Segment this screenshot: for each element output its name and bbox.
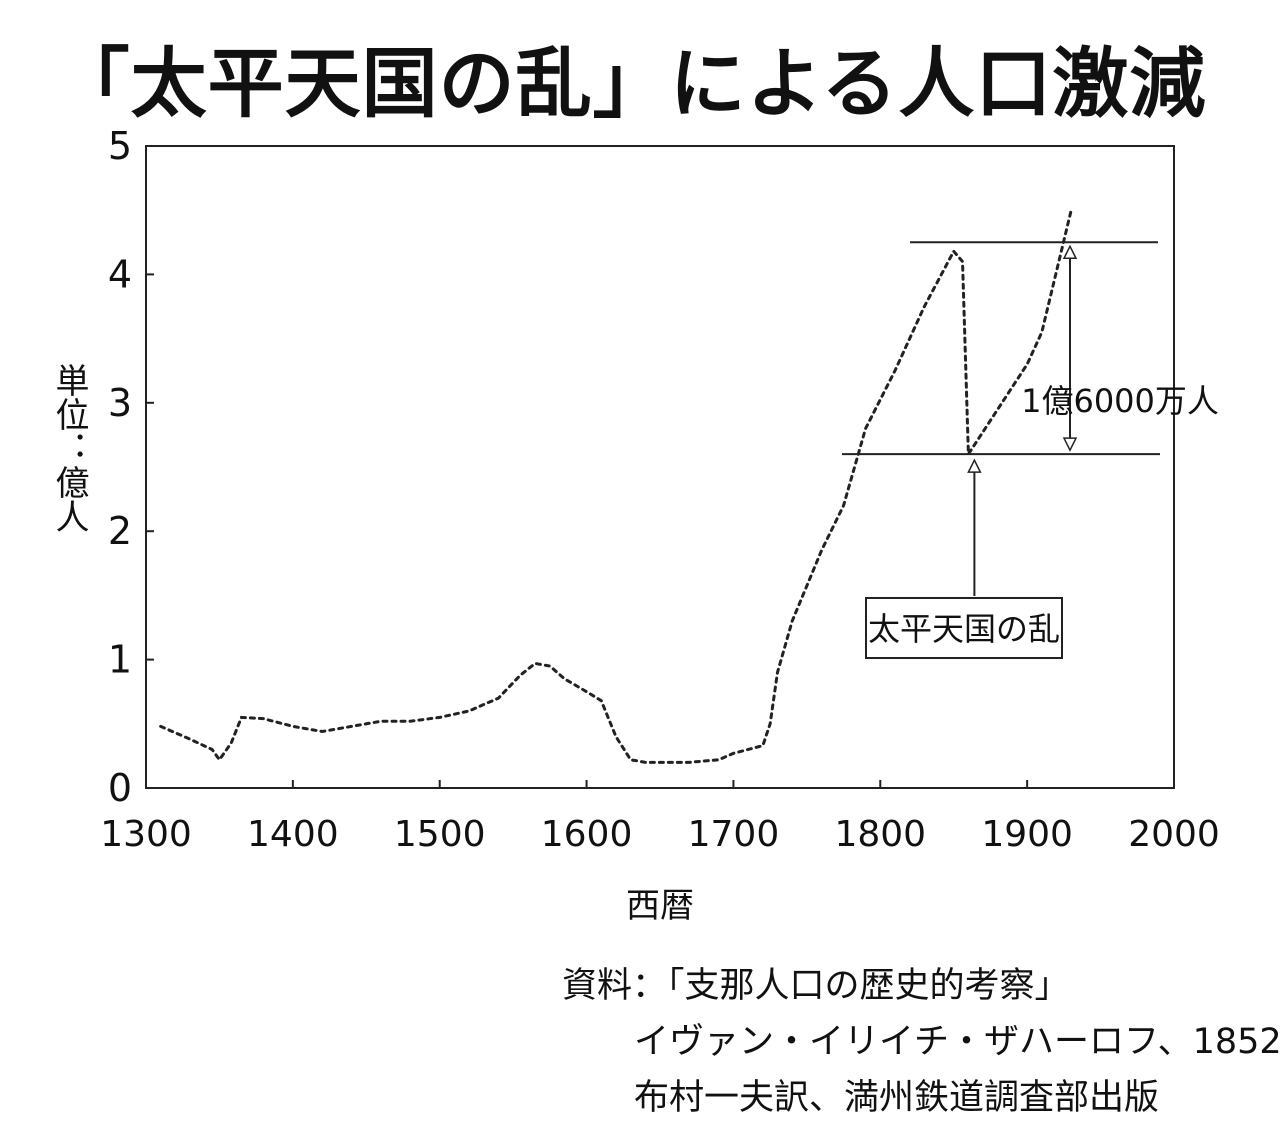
event-arrow-head bbox=[967, 458, 982, 473]
source-line-3: 布村一夫訳、満州鉄道調査部出版 bbox=[634, 1078, 1160, 1118]
x-tick-label: 1300 bbox=[100, 814, 192, 855]
y-tick-label: 5 bbox=[108, 124, 132, 168]
plot-frame bbox=[145, 145, 1175, 789]
difference-arrow-head-down bbox=[1062, 437, 1078, 452]
x-axis-label: 西暦 bbox=[626, 886, 694, 926]
event-label-box bbox=[865, 597, 1063, 659]
x-tick-label: 1900 bbox=[981, 814, 1073, 855]
difference-label: 1億6000万人 bbox=[1021, 382, 1219, 420]
x-tick-label: 1400 bbox=[247, 814, 339, 855]
difference-arrow-head-up bbox=[1062, 244, 1078, 260]
population-line bbox=[159, 208, 1073, 764]
series-group bbox=[159, 208, 1073, 764]
chart-title: 「太平天国の乱」による人口激減 bbox=[53, 39, 1207, 128]
axis-ticks: 1300 1400 1500 1600 1700 1800 1900 2000 0 1 2 3 4 5 bbox=[100, 124, 1220, 855]
x-tick-label: 1500 bbox=[394, 814, 486, 855]
x-tick-label: 1700 bbox=[688, 814, 780, 855]
y-tick-label: 0 bbox=[108, 766, 132, 810]
source-note: 資料：「支那人口の歴史的考察」 イヴァン・イリイチ・ザハーロフ、1852年 布村… bbox=[562, 958, 1280, 1126]
source-line-1: 資料：「支那人口の歴史的考察」 bbox=[562, 966, 1070, 1006]
event-label: 太平天国の乱 bbox=[868, 610, 1060, 648]
y-tick-label: 4 bbox=[108, 252, 132, 296]
source-line-2: イヴァン・イリイチ・ザハーロフ、1852年 bbox=[634, 1022, 1280, 1062]
x-tick-label: 2000 bbox=[1128, 814, 1220, 855]
y-tick-label: 1 bbox=[108, 638, 132, 682]
y-axis-label: 単位：億人 bbox=[49, 363, 89, 533]
y-tick-label: 2 bbox=[108, 509, 132, 553]
x-tick-label: 1800 bbox=[834, 814, 926, 855]
y-tick-label: 3 bbox=[108, 381, 132, 425]
x-tick-label: 1600 bbox=[541, 814, 633, 855]
